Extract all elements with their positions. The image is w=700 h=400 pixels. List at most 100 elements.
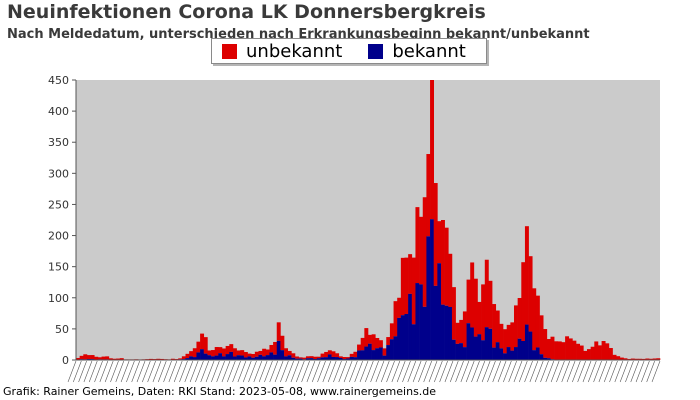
bar-unbekannt xyxy=(207,350,212,356)
bar-bekannt xyxy=(404,313,409,360)
x-tick xyxy=(306,360,316,383)
y-tick-label: 450 xyxy=(48,74,69,87)
bar-bekannt xyxy=(400,315,405,360)
chart-title: Neuinfektionen Corona LK Donnersbergkrei… xyxy=(7,1,486,23)
legend-swatch-unbekannt xyxy=(222,43,237,59)
bar-unbekannt xyxy=(448,253,453,307)
x-tick xyxy=(248,360,257,383)
x-tick xyxy=(391,360,401,383)
bar-unbekannt xyxy=(550,336,555,360)
x-tick xyxy=(492,360,502,383)
bar-bekannt xyxy=(451,339,456,360)
bar-unbekannt xyxy=(214,347,219,356)
bar-unbekannt xyxy=(641,358,646,360)
x-tick xyxy=(476,360,486,383)
bar-unbekannt xyxy=(247,353,252,357)
x-tick xyxy=(487,360,496,383)
bar-unbekannt xyxy=(302,357,307,360)
bar-bekannt xyxy=(353,357,358,360)
x-tick xyxy=(508,360,517,383)
x-tick xyxy=(205,360,215,383)
x-tick xyxy=(242,360,252,383)
x-tick xyxy=(343,360,353,383)
legend-item-bekannt: bekannt xyxy=(368,41,466,62)
bar-unbekannt xyxy=(528,256,533,332)
x-tick xyxy=(497,360,507,383)
bar-unbekannt xyxy=(116,358,121,360)
x-tick xyxy=(285,360,294,383)
bar-bekannt xyxy=(521,340,526,360)
x-tick xyxy=(402,360,411,383)
x-tick xyxy=(221,360,231,383)
x-tick xyxy=(439,360,448,383)
bar-unbekannt xyxy=(265,349,270,356)
bar-unbekannt xyxy=(590,346,595,360)
y-tick-label: 200 xyxy=(48,230,69,243)
bar-unbekannt xyxy=(568,338,573,360)
bar-unbekannt xyxy=(524,226,529,325)
y-tick-label: 350 xyxy=(48,136,69,149)
x-tick xyxy=(78,360,87,383)
bar-unbekannt xyxy=(601,340,606,360)
x-tick xyxy=(99,360,109,383)
x-tick xyxy=(471,360,480,383)
y-tick-label: 300 xyxy=(48,167,69,180)
bar-unbekannt xyxy=(587,349,591,360)
x-tick xyxy=(216,360,225,383)
x-tick xyxy=(126,360,135,383)
bar-unbekannt xyxy=(273,341,278,355)
legend-label-bekannt: bekannt xyxy=(392,40,466,62)
bar-unbekannt xyxy=(397,297,402,318)
bar-unbekannt xyxy=(612,354,617,360)
bar-unbekannt xyxy=(535,295,540,348)
bar-bekannt xyxy=(291,357,296,360)
bar-unbekannt xyxy=(156,358,161,360)
bar-unbekannt xyxy=(506,324,511,348)
x-tick xyxy=(264,360,273,383)
bar-bekannt xyxy=(382,355,387,360)
x-tick xyxy=(529,360,539,383)
x-tick xyxy=(338,360,348,383)
bar-unbekannt xyxy=(605,343,610,360)
x-tick xyxy=(274,360,284,383)
bar-unbekannt xyxy=(477,301,482,335)
bar-unbekannt xyxy=(488,280,493,329)
x-tick xyxy=(428,360,438,383)
x-tick xyxy=(301,360,310,383)
bar-bekannt xyxy=(419,284,424,360)
x-tick xyxy=(211,360,220,383)
bar-unbekannt xyxy=(459,319,464,344)
bar-unbekannt xyxy=(543,329,548,358)
bar-bekannt xyxy=(397,317,402,360)
bar-unbekannt xyxy=(473,278,478,337)
bar-unbekannt xyxy=(608,348,613,360)
x-tick xyxy=(380,360,390,383)
x-tick xyxy=(296,360,305,383)
bar-bekannt xyxy=(422,306,427,360)
x-tick xyxy=(396,360,406,383)
bar-unbekannt xyxy=(415,207,420,284)
bar-unbekannt xyxy=(200,333,205,350)
x-tick xyxy=(524,360,533,383)
bar-unbekannt xyxy=(371,334,376,351)
bar-unbekannt xyxy=(455,322,460,344)
x-tick xyxy=(481,360,491,383)
bar-bekannt xyxy=(357,350,361,360)
bar-bekannt xyxy=(426,236,431,360)
bar-bekannt xyxy=(214,355,219,360)
bar-unbekannt xyxy=(426,154,431,237)
bar-unbekannt xyxy=(353,351,358,358)
bar-bekannt xyxy=(433,285,438,360)
bar-bekannt xyxy=(477,334,482,360)
bar-bekannt xyxy=(287,355,292,360)
bar-bekannt xyxy=(232,356,237,360)
bar-unbekannt xyxy=(320,353,325,358)
bar-unbekannt xyxy=(579,345,584,360)
bar-bekannt xyxy=(481,340,486,360)
x-tick xyxy=(423,360,432,383)
bar-unbekannt xyxy=(437,221,442,264)
bar-unbekannt xyxy=(324,351,329,358)
y-tick-label: 50 xyxy=(55,323,69,336)
y-tick-label: 100 xyxy=(48,292,69,305)
bar-bekannt xyxy=(462,347,467,360)
